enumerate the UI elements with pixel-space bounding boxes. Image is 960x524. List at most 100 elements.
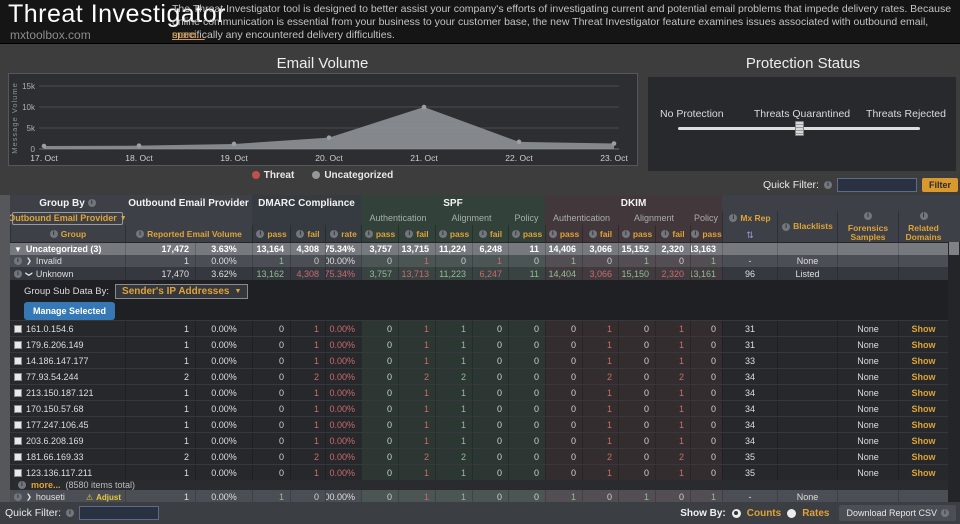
cell-mx: 31 <box>722 321 777 336</box>
description-more-link[interactable]: more... <box>172 29 205 41</box>
cell-fail: 3,066 <box>582 267 618 280</box>
counts-radio-label[interactable]: Counts <box>746 507 782 519</box>
info-icon[interactable]: i <box>18 481 26 489</box>
expand-chevron-icon[interactable]: ❯ <box>26 494 32 501</box>
row-checkbox[interactable] <box>14 468 22 477</box>
cell-bl <box>777 337 837 352</box>
cell-re[interactable]: Show <box>898 321 948 336</box>
cell-re[interactable]: Show <box>898 417 948 432</box>
group-row-unknown: i ❯ Unknown 17,470 3.62% 13,162 4,308 75.34% 3,7… <box>10 267 948 280</box>
more-link[interactable]: more... <box>31 480 61 490</box>
quick-filter-input[interactable] <box>836 178 917 192</box>
cell-re[interactable]: Show <box>898 433 948 448</box>
cell-pct: 0.00% <box>195 385 252 400</box>
row-checkbox[interactable] <box>14 404 22 413</box>
expand-triangle-icon[interactable]: ▼ <box>14 244 22 254</box>
cell-fo <box>837 267 898 280</box>
group-column-header: i Group <box>10 225 125 242</box>
row-label-cell: 161.0.154.6 <box>10 321 125 336</box>
cell-pass: 3,757 <box>361 243 398 255</box>
houseti-group-row-wrap: i❯houseti⚠Adjust10.00%10100.00%011001010… <box>10 490 948 504</box>
cell-fail: 1 <box>655 321 690 336</box>
row-checkbox[interactable] <box>14 420 22 429</box>
manage-selected-button[interactable]: Manage Selected <box>24 302 116 320</box>
info-icon[interactable]: i <box>66 509 75 517</box>
cell-bl <box>777 369 837 384</box>
cell-pass: 1 <box>435 465 472 480</box>
cell-fail: 1 <box>398 321 435 336</box>
row-checkbox[interactable] <box>14 388 22 397</box>
cell-pass: 0 <box>690 449 722 464</box>
tail-header-label: Related Domains <box>905 222 942 242</box>
dkim-policy-pass-header: i pass <box>690 225 722 242</box>
cell-re[interactable]: Show <box>898 369 948 384</box>
quick-filter-bottom-input[interactable] <box>79 506 160 520</box>
cell-fail: 0 <box>472 337 508 352</box>
cell-fo: None <box>837 449 898 464</box>
group-row-uncategorized: ▼ Uncategorized (3) 17,472 3.63% 13,164 4,308… <box>10 243 948 255</box>
cell-fail: 1 <box>398 465 435 480</box>
email-volume-chart: 0 5k 10k 15k Message Volume 17. Oct 18. Oct 19.… <box>8 73 638 166</box>
rates-radio[interactable] <box>787 508 797 518</box>
cell-num: 1 <box>125 255 195 267</box>
row-label-cell: 14.186.147.177 <box>10 353 125 368</box>
cell-fail: 1 <box>398 353 435 368</box>
row-checkbox[interactable] <box>14 324 22 333</box>
quick-filter-label: Quick Filter: <box>762 179 819 191</box>
data-point <box>136 143 142 148</box>
counts-radio[interactable] <box>731 508 741 518</box>
row-label-cell: 123.136.117.211 <box>10 465 125 480</box>
filter-button[interactable]: Filter <box>921 178 958 192</box>
cell-re[interactable]: Show <box>898 337 948 352</box>
x-tick-label: 19. Oct <box>220 153 248 163</box>
cell-fail: 0 <box>472 449 508 464</box>
info-icon: i <box>548 229 557 238</box>
scrollbar-thumb[interactable] <box>949 242 959 255</box>
collapse-chevron-icon[interactable]: ❯ <box>24 270 32 277</box>
download-label: Download Report CSV <box>846 508 937 518</box>
cell-re[interactable]: Show <box>898 449 948 464</box>
cell-re[interactable]: Show <box>898 465 948 480</box>
cell-fail: 1 <box>290 433 325 448</box>
cell-pass: 0 <box>508 255 545 267</box>
cell-re <box>898 255 948 267</box>
uncategorized-area <box>44 107 614 149</box>
tail-header-mx-rep: i Mx Rep ⇅ <box>722 211 777 242</box>
row-checkbox[interactable] <box>14 356 22 365</box>
cell-pass: 1 <box>435 401 472 416</box>
cell-pass: 0 <box>252 449 290 464</box>
info-icon: i <box>691 229 700 238</box>
group-by-dropdown[interactable]: Outbound Email Provider ▼ <box>10 211 125 225</box>
row-label-cell: 177.247.106.45 <box>10 417 125 432</box>
cell-pass: 0 <box>508 449 545 464</box>
protection-slider-handle[interactable] <box>795 121 804 136</box>
ip-address: 77.93.54.244 <box>26 371 79 382</box>
row-checkbox[interactable] <box>14 452 22 461</box>
row-label-cell: 213.150.187.121 <box>10 385 125 400</box>
rates-radio-label[interactable]: Rates <box>802 507 830 519</box>
info-icon: i <box>256 229 265 238</box>
cell-rate: 0.00% <box>325 401 361 416</box>
cell-rate: 0.00% <box>325 449 361 464</box>
cell-re[interactable]: Show <box>898 353 948 368</box>
info-icon[interactable]: i <box>823 181 832 189</box>
legend-label: Uncategorized <box>324 170 394 181</box>
row-checkbox[interactable] <box>14 372 22 381</box>
cell-fail: 1 <box>655 417 690 432</box>
cell-pass: 11,224 <box>435 243 472 255</box>
cell-pct: 0.00% <box>195 255 252 267</box>
adjust-action[interactable]: ⚠ Adjust <box>86 493 125 502</box>
cell-mx: 33 <box>722 353 777 368</box>
row-checkbox[interactable] <box>14 340 22 349</box>
sort-icon[interactable]: ⇅ <box>746 229 754 240</box>
cell-re[interactable]: Show <box>898 401 948 416</box>
cell-pass: 0 <box>690 337 722 352</box>
group-name: Unknown <box>35 268 74 279</box>
stat-label: pass <box>632 228 653 239</box>
sub-data-dropdown[interactable]: Sender's IP Addresses ▼ <box>115 284 249 299</box>
expand-chevron-icon[interactable]: ❯ <box>26 258 32 265</box>
cell-re[interactable]: Show <box>898 385 948 400</box>
cell-pass: 1 <box>435 337 472 352</box>
row-checkbox[interactable] <box>14 436 22 445</box>
download-report-csv-button[interactable]: Download Report CSV i <box>839 505 956 521</box>
